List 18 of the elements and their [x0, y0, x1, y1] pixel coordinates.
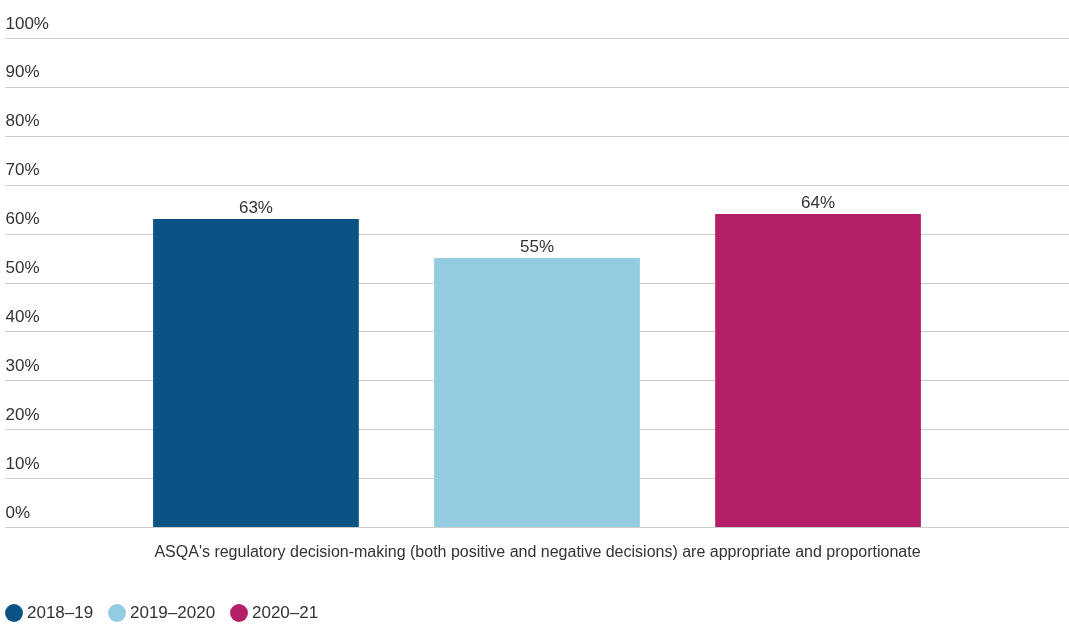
y-tick-label: 90%	[5, 62, 40, 82]
legend-label: 2018–19	[27, 603, 94, 623]
y-tick-label: 60%	[5, 209, 40, 229]
y-tick-label: 40%	[5, 306, 40, 326]
data-label: 55%	[519, 237, 555, 257]
data-label: 64%	[801, 193, 836, 213]
legend-label: 2020–21	[252, 603, 319, 623]
data-label: 63%	[238, 197, 273, 217]
y-tick-label: 10%	[5, 453, 40, 473]
y-tick-label: 30%	[5, 355, 40, 375]
legend-label: 2019–2020	[130, 603, 216, 623]
y-tick-label: 0%	[5, 502, 31, 522]
y-tick-label: 80%	[5, 111, 40, 131]
y-tick-label: 100%	[5, 13, 49, 33]
y-tick-label: 20%	[5, 404, 40, 424]
y-tick-label: 70%	[5, 160, 40, 180]
x-axis-title: ASQA's regulatory decision-making (both positive and negative decisions) are appropriate and proportionate	[154, 542, 921, 560]
y-tick-label: 50%	[5, 258, 40, 277]
